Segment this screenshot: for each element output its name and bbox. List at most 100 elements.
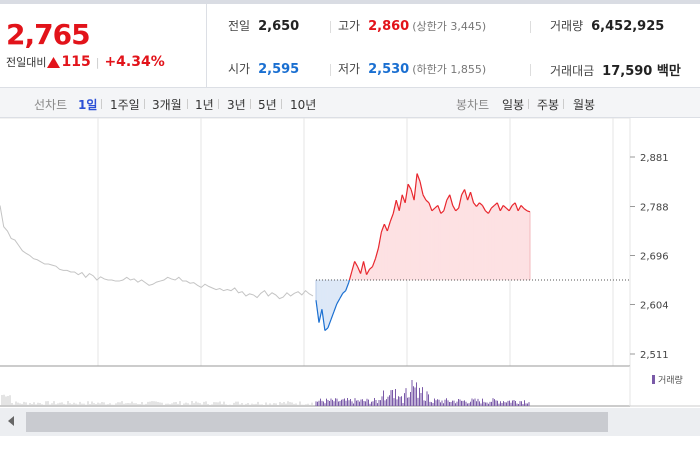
- price-line-segment: [458, 194, 463, 209]
- chart-scrollbar[interactable]: [0, 408, 700, 436]
- volume-label: 거래량: [550, 19, 584, 33]
- divider: [218, 99, 219, 109]
- tab-3m[interactable]: 3개월: [152, 98, 182, 112]
- prev-close-stat: 전일 2,650: [228, 17, 299, 34]
- price-line-segment: [455, 207, 460, 212]
- area-segment: [499, 204, 504, 281]
- tab-1w[interactable]: 1주일: [110, 98, 140, 112]
- area-segment: [497, 202, 501, 281]
- price-line-segment: [407, 183, 412, 190]
- up-triangle-icon: [47, 56, 61, 68]
- area-segment: [511, 202, 516, 281]
- divider: [250, 99, 251, 109]
- price-line-segment: [434, 205, 439, 209]
- price-change: 전일대비 115 | +4.34%: [6, 54, 165, 70]
- price-line-segment: [354, 261, 359, 267]
- price-line-segment: [517, 205, 522, 212]
- change-label: 전일대비: [6, 56, 47, 69]
- price-line-segment: [428, 202, 433, 211]
- y-axis-ticks: 2,881 2,788 2,696 2,604 2,511: [630, 153, 669, 361]
- area-segment: [502, 204, 507, 281]
- price-line-segment: [389, 213, 394, 222]
- price-line-segment: [481, 205, 486, 212]
- amount-stat: 거래대금 17,590 백만: [550, 60, 681, 79]
- area-segment: [443, 200, 448, 281]
- divider: [563, 99, 564, 109]
- price-line-segment: [342, 290, 347, 294]
- divider: [330, 64, 331, 76]
- lower-limit: (하한가 1,855): [412, 63, 487, 76]
- price-line-segment: [362, 261, 368, 275]
- area-segment: [324, 279, 329, 332]
- divider: [281, 99, 282, 109]
- upper-limit: (상한가 3,445): [412, 20, 487, 33]
- area-segment: [437, 205, 442, 281]
- line-chart-label: 선차트: [34, 98, 68, 112]
- low-stat: 저가 2,530 (하한가 1,855): [338, 60, 486, 77]
- price-line-segment: [485, 210, 489, 214]
- area-segment: [488, 206, 492, 281]
- area-segment: [410, 189, 415, 281]
- price-line-segment: [422, 194, 427, 201]
- area-segment: [428, 202, 433, 281]
- y-tick-label: 2,696: [640, 252, 669, 263]
- price-line-segment: [321, 309, 326, 331]
- tab-daily[interactable]: 일봉: [502, 98, 525, 112]
- area-segment: [482, 204, 486, 281]
- price-line-segment: [392, 199, 397, 214]
- price-line-segment: [413, 173, 418, 201]
- tab-1y[interactable]: 1년: [195, 98, 214, 112]
- y-tick-label: 2,511: [640, 350, 669, 361]
- change-value: 115: [61, 54, 91, 70]
- price-line-segment: [348, 271, 353, 281]
- price-line-segment: [324, 327, 329, 332]
- volume-bars: [1, 380, 530, 406]
- price-line-segment: [511, 202, 516, 206]
- price-line-segment: [502, 205, 507, 209]
- scroll-thumb[interactable]: [26, 412, 608, 432]
- price-line-segment: [476, 202, 480, 207]
- price-line-segment: [446, 194, 451, 201]
- chart-lines: [0, 173, 531, 332]
- price-line-segment: [360, 261, 365, 274]
- amount-value: 17,590 백만: [602, 64, 681, 79]
- price-line-segment: [523, 208, 528, 212]
- price-line-segment: [369, 266, 373, 270]
- tab-1d[interactable]: 1일: [78, 98, 98, 112]
- amount-label: 거래대금: [550, 64, 595, 78]
- divider: [530, 21, 531, 33]
- area-segment: [467, 192, 471, 281]
- price-line-segment: [404, 184, 409, 203]
- divider: [144, 99, 145, 109]
- area-segment: [440, 210, 445, 281]
- area-segment: [446, 193, 451, 281]
- prior-day-line: [0, 205, 314, 300]
- area-segment: [494, 202, 498, 281]
- area-segment: [390, 213, 394, 281]
- price-line-segment: [395, 199, 400, 211]
- tab-monthly[interactable]: 월봉: [573, 98, 596, 112]
- area-segment: [520, 204, 525, 281]
- price-line-segment: [371, 258, 377, 267]
- price-line-segment: [449, 194, 454, 206]
- area-segment: [464, 189, 468, 281]
- tab-5y[interactable]: 5년: [258, 98, 277, 112]
- tab-3y[interactable]: 3년: [227, 98, 246, 112]
- area-segment: [416, 173, 421, 281]
- divider: [187, 99, 188, 109]
- area-segment: [505, 207, 510, 281]
- scroll-left-arrow-icon[interactable]: [8, 416, 14, 426]
- price-line-segment: [440, 210, 445, 214]
- area-segment: [395, 200, 400, 281]
- area-segment: [470, 192, 474, 281]
- tab-weekly[interactable]: 주봉: [537, 98, 560, 112]
- price-line-segment: [437, 205, 442, 214]
- area-segment: [407, 183, 412, 281]
- tab-10y[interactable]: 10년: [290, 98, 317, 112]
- prev-close-label: 전일: [228, 19, 251, 33]
- area-segment: [514, 202, 519, 281]
- price-chart: 2,881 2,788 2,696 2,604 2,511 거래량: [0, 118, 700, 407]
- high-value: 2,860: [368, 19, 410, 34]
- area-segment: [419, 181, 424, 281]
- open-label: 시가: [228, 62, 251, 76]
